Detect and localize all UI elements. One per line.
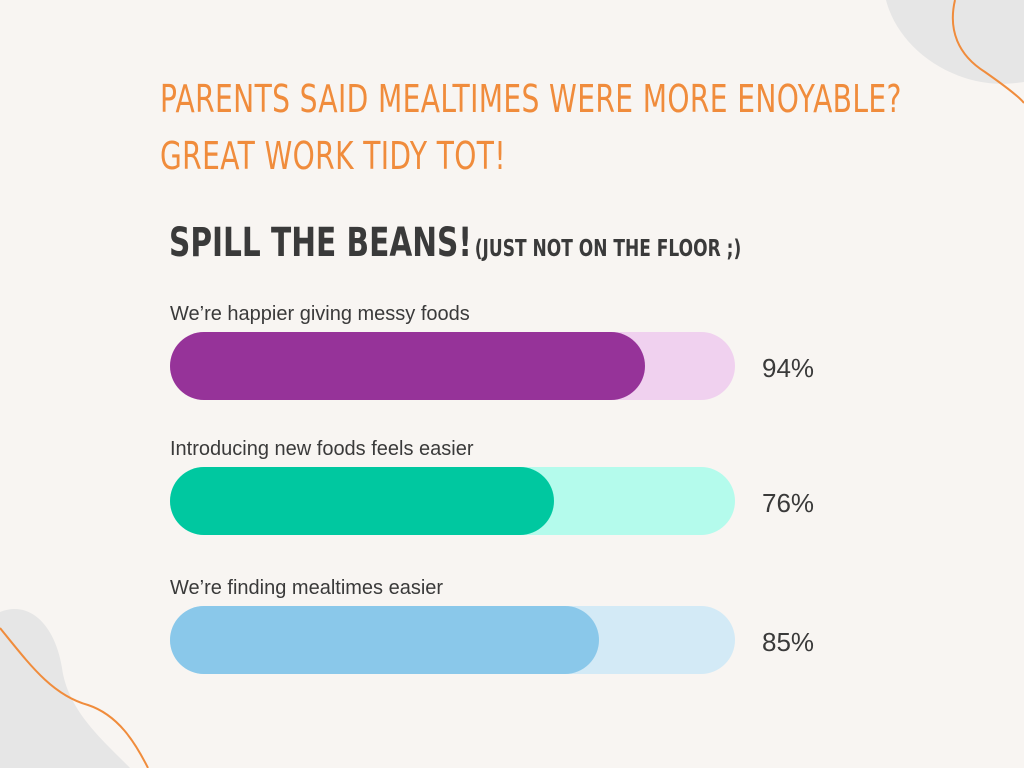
top-right-blob: [886, 0, 1024, 84]
headline-line-1: Parents said mealtimes were more enoyabl…: [160, 77, 902, 121]
section-heading-aside: (just not on the floor ;): [474, 236, 742, 262]
bar-fill: [170, 332, 645, 400]
section-heading: Spill the beans! (just not on the floor ;…: [169, 223, 741, 263]
bar-label: We’re finding mealtimes easier: [170, 577, 444, 599]
bar-label: We’re happier giving messy foods: [170, 303, 470, 325]
section-heading-main: Spill the beans!: [169, 220, 472, 266]
bar-fill: [170, 467, 554, 535]
bar-value-label: 94%: [762, 353, 815, 383]
headline-line-2: Great work Tidy Tot!: [160, 134, 506, 178]
bar-label: Introducing new foods feels easier: [170, 438, 474, 460]
bottom-left-blob: [0, 608, 130, 768]
bar-track: [170, 332, 735, 400]
bottom-left-curve: [0, 627, 149, 768]
bar-fill: [170, 606, 599, 674]
bar-track: [170, 606, 735, 674]
bar-value-label: 76%: [762, 488, 815, 518]
bar-value-label: 85%: [762, 627, 815, 657]
top-right-curve: [951, 0, 1024, 104]
bar-track: [170, 467, 735, 535]
